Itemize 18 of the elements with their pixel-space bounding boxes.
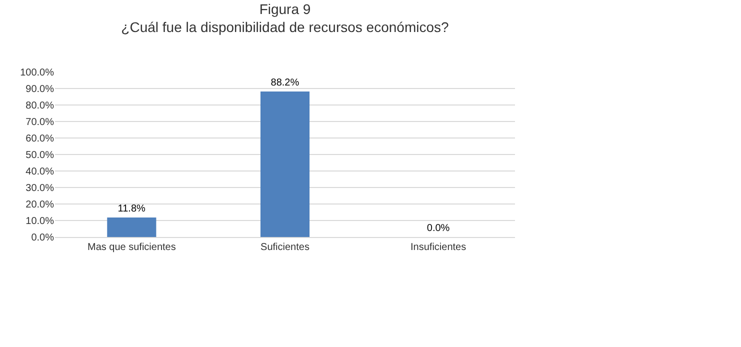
y-tick-label: 50.0% <box>26 150 54 161</box>
x-tick-label: Insuficientes <box>410 242 466 253</box>
data-label: 11.8% <box>118 204 146 215</box>
data-label: 0.0% <box>426 223 450 234</box>
x-tick-label: Suficientes <box>260 242 310 253</box>
data-label: 88.2% <box>270 77 300 88</box>
y-tick-label: 30.0% <box>26 183 54 194</box>
y-tick-label: 70.0% <box>26 117 54 128</box>
y-tick-label: 0.0% <box>31 232 54 244</box>
y-tick-label: 60.0% <box>26 134 54 144</box>
y-tick-label: 20.0% <box>26 200 54 210</box>
y-tick-label: 90.0% <box>26 84 54 95</box>
y-tick-label: 10.0% <box>26 216 54 227</box>
y-tick-label: 100.0% <box>20 68 54 78</box>
chart-title: Figura 9 ¿Cuál fue la disponibilidad de recursos económicos? <box>121 0 450 36</box>
y-tick-label: 40.0% <box>26 166 54 178</box>
x-tick-label: Mas que suficientes <box>87 242 176 253</box>
y-tick-label: 80.0% <box>26 100 54 112</box>
